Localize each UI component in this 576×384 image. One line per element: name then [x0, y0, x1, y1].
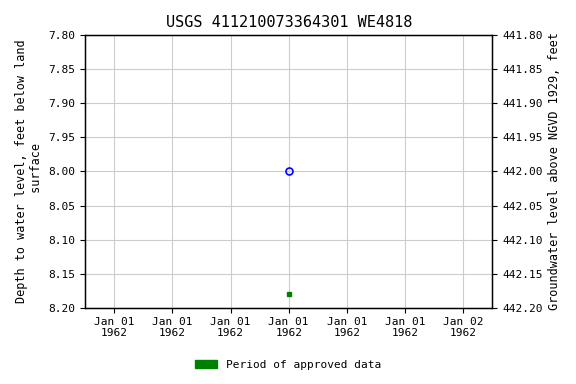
Legend: Period of approved data: Period of approved data — [191, 356, 385, 375]
Y-axis label: Depth to water level, feet below land
 surface: Depth to water level, feet below land su… — [15, 40, 43, 303]
Y-axis label: Groundwater level above NGVD 1929, feet: Groundwater level above NGVD 1929, feet — [548, 33, 561, 310]
Title: USGS 411210073364301 WE4818: USGS 411210073364301 WE4818 — [165, 15, 412, 30]
